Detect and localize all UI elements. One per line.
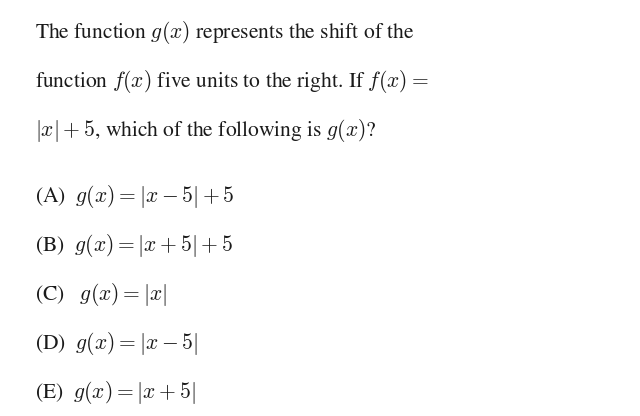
Text: (E)  $g(x)=|x+5|$: (E) $g(x)=|x+5|$ xyxy=(35,379,196,406)
Text: function $f(x)$ five units to the right. If $f(x)=$: function $f(x)$ five units to the right.… xyxy=(35,68,429,95)
Text: (C)   $g(x)=|x|$: (C) $g(x)=|x|$ xyxy=(35,281,167,308)
Text: (A)  $g(x)=|x-5|+5$: (A) $g(x)=|x-5|+5$ xyxy=(35,183,235,210)
Text: (B)  $g(x)=|x+5|+5$: (B) $g(x)=|x+5|+5$ xyxy=(35,232,234,259)
Text: The function $g(x)$ represents the shift of the: The function $g(x)$ represents the shift… xyxy=(35,19,415,46)
Text: $|x|+5$, which of the following is $g(x)$?: $|x|+5$, which of the following is $g(x)… xyxy=(35,117,377,144)
Text: (D)  $g(x)=|x-5|$: (D) $g(x)=|x-5|$ xyxy=(35,330,198,357)
